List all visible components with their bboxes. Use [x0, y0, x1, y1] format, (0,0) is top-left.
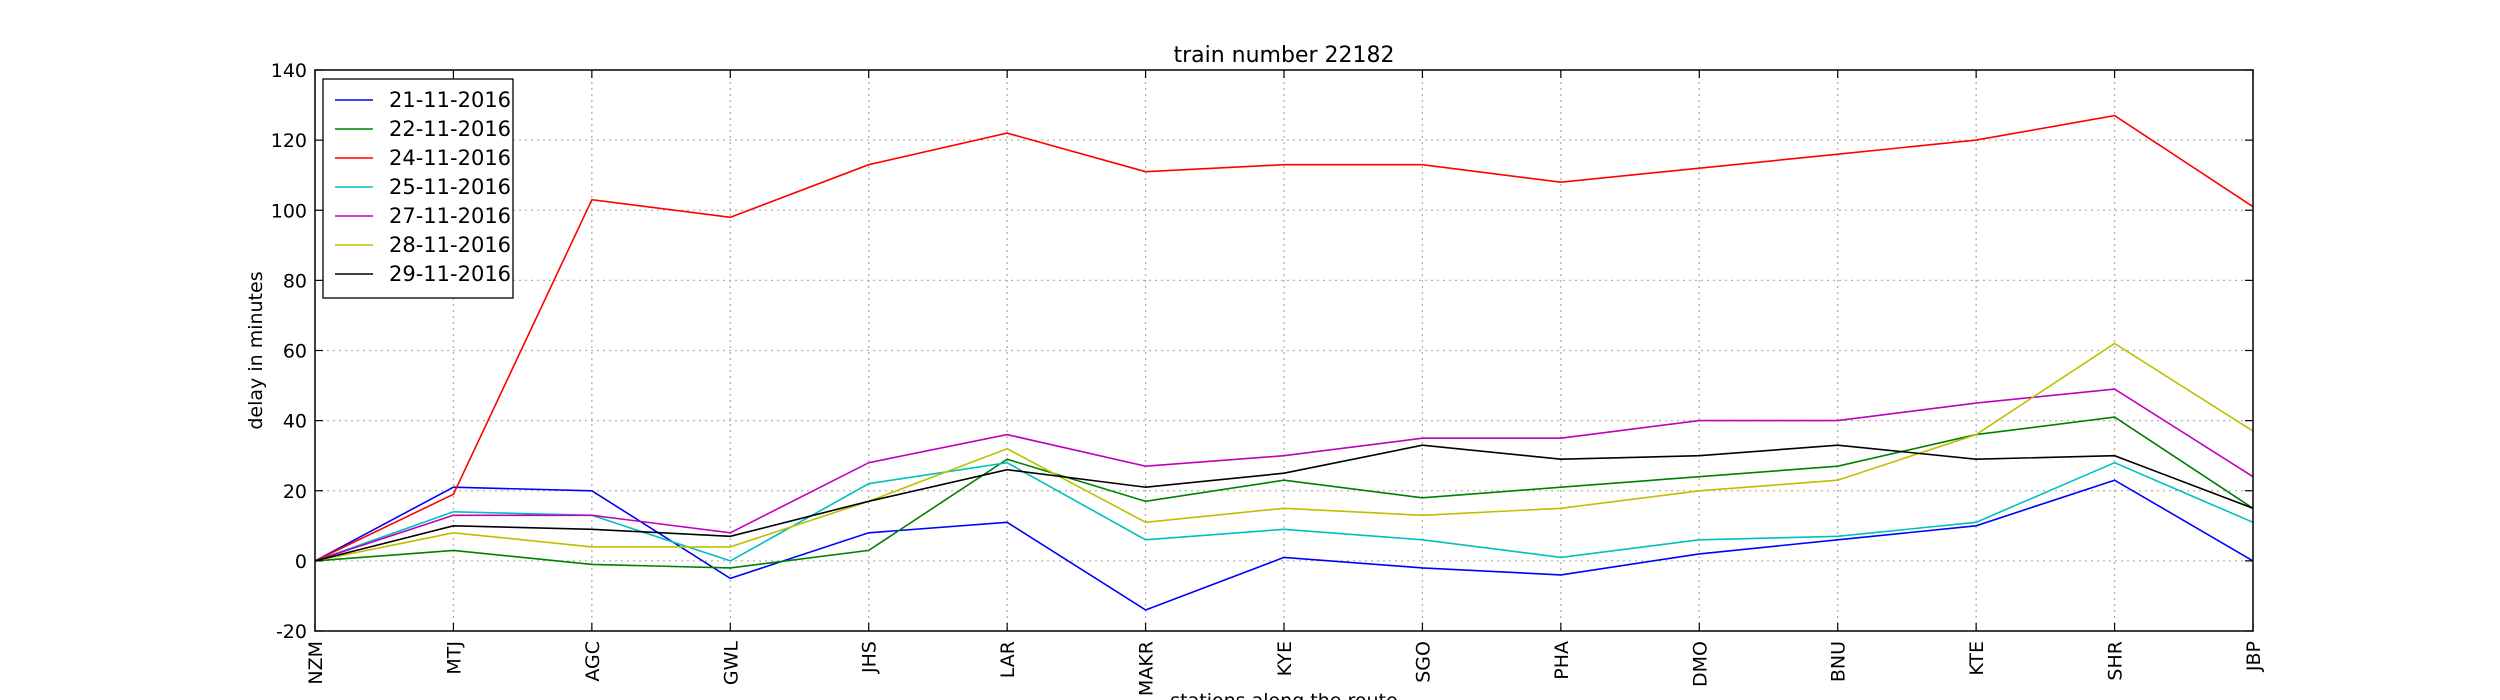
- x-tick-label: LAR: [997, 641, 1019, 678]
- legend-label: 22-11-2016: [389, 117, 511, 141]
- y-tick-label: 100: [271, 200, 307, 222]
- y-tick-label: 120: [271, 130, 307, 152]
- y-tick-label: 60: [283, 341, 307, 363]
- legend-label: 27-11-2016: [389, 204, 511, 228]
- legend-label: 25-11-2016: [389, 175, 511, 199]
- y-tick-label: 20: [283, 481, 307, 503]
- x-tick-label: AGC: [582, 641, 604, 682]
- series-line-27-11-2016: [314, 388, 2254, 562]
- x-tick-label: JBP: [2243, 641, 2265, 672]
- legend-label: 28-11-2016: [389, 233, 511, 257]
- x-tick-label: NZM: [305, 641, 327, 685]
- y-axis-label: delay in minutes: [245, 271, 267, 429]
- x-tick-label: SHR: [2105, 641, 2127, 681]
- series-lines: [314, 114, 2254, 611]
- grid-lines: [315, 70, 2253, 631]
- x-tick-label: PHA: [1551, 641, 1573, 680]
- series-line-22-11-2016: [314, 416, 2254, 569]
- y-tick-label: 40: [283, 411, 307, 433]
- x-tick-label: SGO: [1412, 641, 1434, 683]
- x-tick-label: JHS: [859, 641, 881, 674]
- y-tick-labels: -20 0 20 40 60 80 100 120 140: [271, 60, 307, 643]
- series-line-25-11-2016: [314, 461, 2254, 562]
- legend-label: 29-11-2016: [389, 262, 511, 286]
- x-tick-label: KTE: [1966, 641, 1988, 676]
- chart-title: train number 22182: [1173, 43, 1394, 68]
- x-tick-label: MAKR: [1136, 641, 1158, 696]
- x-tick-label: KYE: [1274, 641, 1296, 676]
- x-axis-label: stations along the route: [1170, 690, 1397, 700]
- series-line-24-11-2016: [314, 114, 2254, 562]
- series-line-28-11-2016: [314, 342, 2254, 562]
- series-line-21-11-2016: [314, 479, 2254, 611]
- x-tick-label: GWL: [720, 641, 742, 686]
- x-tick-label: BNU: [1828, 641, 1850, 682]
- y-tick-label: 80: [283, 270, 307, 292]
- y-tick-label: -20: [276, 621, 307, 643]
- legend-label: 21-11-2016: [389, 88, 511, 112]
- legend-label: 24-11-2016: [389, 146, 511, 170]
- legend: 21-11-2016 22-11-2016 24-11-2016 25-11-2016…: [322, 78, 514, 299]
- axis-ticks: [314, 69, 2254, 632]
- x-tick-label: DMO: [1689, 641, 1711, 687]
- series-line-29-11-2016: [314, 444, 2254, 562]
- y-tick-label: 0: [295, 551, 307, 573]
- x-tick-labels: NZM MTJ AGC GWL JHS LAR MAKR KYE SGO PHA DMO BNU KTE…: [305, 641, 2265, 696]
- legend-box: [322, 78, 514, 299]
- y-tick-label: 140: [271, 60, 307, 82]
- x-tick-label: MTJ: [443, 641, 465, 675]
